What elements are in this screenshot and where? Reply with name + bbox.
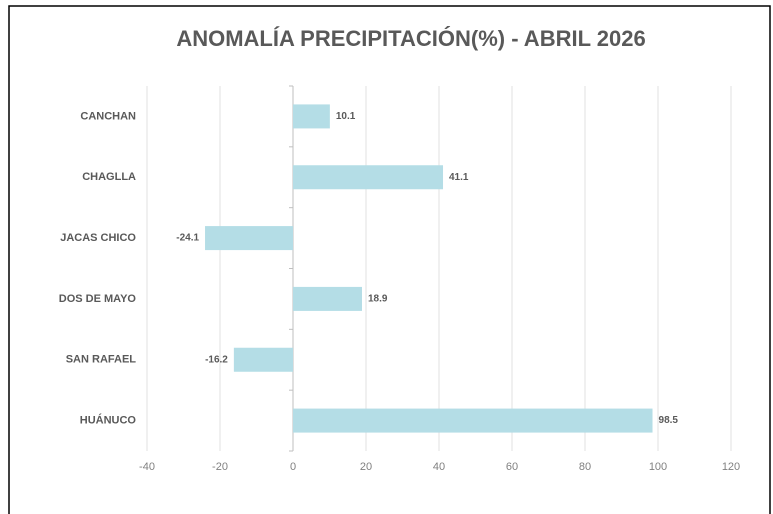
bar bbox=[293, 104, 330, 129]
bar bbox=[233, 347, 293, 372]
y-tick-label: DOS DE MAYO bbox=[59, 293, 137, 305]
x-tick-label: 60 bbox=[506, 461, 518, 473]
data-label: 41.1 bbox=[449, 172, 469, 183]
bar bbox=[293, 408, 653, 433]
data-label: -16.2 bbox=[205, 354, 228, 365]
x-tick-label: -20 bbox=[212, 461, 228, 473]
chart-title: ANOMALÍA PRECIPITACIÓN(%) - ABRIL 2026 bbox=[176, 26, 645, 51]
frame bbox=[8, 5, 771, 514]
y-tick-label: CHAGLLA bbox=[82, 171, 136, 183]
y-tick-label: CANCHAN bbox=[80, 110, 136, 122]
x-tick-label: -40 bbox=[139, 461, 155, 473]
bar bbox=[205, 226, 293, 251]
bar bbox=[293, 165, 444, 190]
data-label: 98.5 bbox=[659, 415, 679, 426]
x-tick-label: 0 bbox=[290, 461, 296, 473]
x-tick-label: 20 bbox=[360, 461, 372, 473]
y-tick-label: JACAS CHICO bbox=[60, 232, 136, 244]
data-label: 18.9 bbox=[368, 294, 388, 305]
x-tick-label: 120 bbox=[722, 461, 740, 473]
x-tick-label: 40 bbox=[433, 461, 445, 473]
x-tick-label: 100 bbox=[649, 461, 667, 473]
x-tick-label: 80 bbox=[579, 461, 591, 473]
bar bbox=[293, 286, 362, 311]
y-tick-label: HUÁNUCO bbox=[80, 413, 137, 426]
y-tick-label: SAN RAFAEL bbox=[66, 354, 137, 366]
data-label: 10.1 bbox=[336, 111, 356, 122]
data-label: -24.1 bbox=[176, 233, 199, 244]
